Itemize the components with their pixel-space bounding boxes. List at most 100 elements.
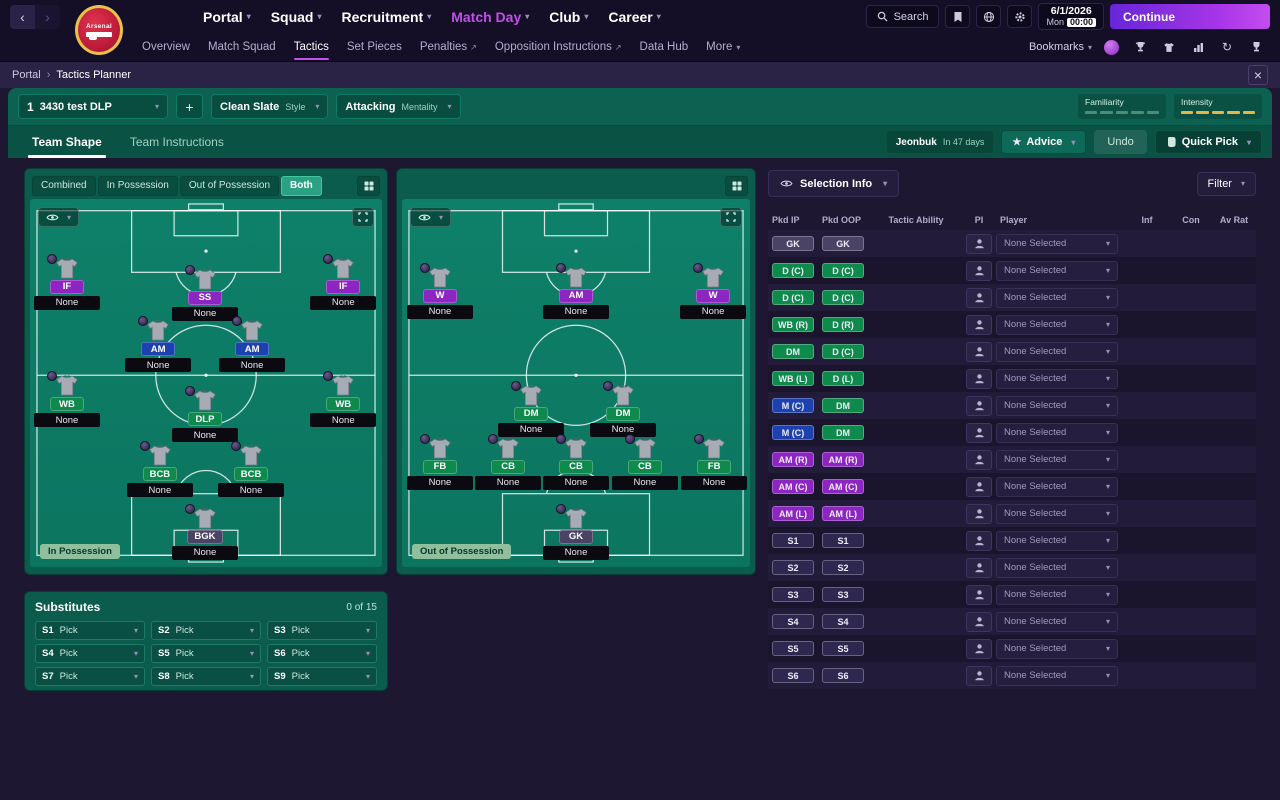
column-header-con[interactable]: Con xyxy=(1182,215,1200,225)
pitch-position-if[interactable]: IF None xyxy=(307,253,379,310)
undo-button[interactable]: Undo xyxy=(1094,130,1147,154)
segment-in-possession[interactable]: In Possession xyxy=(97,175,178,196)
player-select-dropdown[interactable]: None Selected ▾ xyxy=(996,233,1118,254)
tab-team-shape[interactable]: Team Shape xyxy=(18,126,116,158)
pitch-position-fb[interactable]: FB None xyxy=(678,433,750,490)
nav-match-day[interactable]: Match Day ▾ xyxy=(442,0,538,33)
pitch-display-options-icon[interactable] xyxy=(357,175,380,196)
search-button[interactable]: Search xyxy=(865,5,940,28)
club-crest[interactable]: Arsenal xyxy=(74,3,124,57)
pitch-position-wb[interactable]: WB None xyxy=(31,371,103,428)
substitute-slot-s8[interactable]: S8 Pick ▾ xyxy=(151,667,261,686)
pitch-position-dlp[interactable]: DLP None xyxy=(169,386,241,443)
substitute-slot-s4[interactable]: S4 Pick ▾ xyxy=(35,644,145,663)
subnav-more[interactable]: More ▾ xyxy=(698,33,748,62)
mentality-dropdown[interactable]: Attacking Mentality ▾ xyxy=(336,94,461,119)
kit-icon[interactable] xyxy=(1159,37,1179,57)
player-select-dropdown[interactable]: None Selected ▾ xyxy=(996,314,1118,335)
player-select-dropdown[interactable]: None Selected ▾ xyxy=(996,341,1118,362)
column-header-pi[interactable]: PI xyxy=(974,215,984,225)
player-select-dropdown[interactable]: None Selected ▾ xyxy=(996,530,1118,551)
next-match-info[interactable]: Jeonbuk In 47 days xyxy=(886,131,994,153)
pitch-position-bcb[interactable]: BCB None xyxy=(215,441,287,498)
nav-career[interactable]: Career ▾ xyxy=(599,0,669,33)
player-instructions-button[interactable] xyxy=(966,503,992,524)
player-instructions-button[interactable] xyxy=(966,449,992,470)
player-instructions-button[interactable] xyxy=(966,665,992,686)
back-button[interactable]: ‹ xyxy=(10,4,35,29)
world-icon[interactable] xyxy=(976,5,1002,28)
player-instructions-button[interactable] xyxy=(966,422,992,443)
column-header-inf[interactable]: Inf xyxy=(1141,215,1153,225)
player-select-dropdown[interactable]: None Selected ▾ xyxy=(996,611,1118,632)
segment-combined[interactable]: Combined xyxy=(32,175,96,196)
nav-squad[interactable]: Squad ▾ xyxy=(262,0,331,33)
player-select-dropdown[interactable]: None Selected ▾ xyxy=(996,395,1118,416)
player-instructions-button[interactable] xyxy=(966,233,992,254)
player-select-dropdown[interactable]: None Selected ▾ xyxy=(996,422,1118,443)
pitch-position-dm[interactable]: DM None xyxy=(495,380,567,437)
player-instructions-button[interactable] xyxy=(966,395,992,416)
player-select-dropdown[interactable]: None Selected ▾ xyxy=(996,260,1118,281)
pitch-position-cb[interactable]: CB None xyxy=(540,433,612,490)
pitch-position-w[interactable]: W None xyxy=(404,262,476,319)
breadcrumb-root[interactable]: Portal xyxy=(12,69,41,81)
nav-portal[interactable]: Portal ▾ xyxy=(194,0,260,33)
player-instructions-button[interactable] xyxy=(966,611,992,632)
pitch-position-ss[interactable]: SS None xyxy=(169,264,241,321)
pitch-position-bcb[interactable]: BCB None xyxy=(124,441,196,498)
pitch-position-am[interactable]: AM None xyxy=(540,262,612,319)
subnav-penalties[interactable]: Penalties ↗ xyxy=(412,33,485,62)
subnav-set-pieces[interactable]: Set Pieces xyxy=(339,33,410,62)
bookmark-flag-icon[interactable] xyxy=(945,5,971,28)
pitch-display-options-icon[interactable] xyxy=(725,175,748,196)
player-select-dropdown[interactable]: None Selected ▾ xyxy=(996,584,1118,605)
subnav-data-hub[interactable]: Data Hub xyxy=(632,33,697,62)
player-instructions-button[interactable] xyxy=(966,260,992,281)
player-instructions-button[interactable] xyxy=(966,476,992,497)
pitch-position-cb[interactable]: CB None xyxy=(472,433,544,490)
pitch-position-gk[interactable]: GK None xyxy=(540,503,612,560)
substitute-slot-s3[interactable]: S3 Pick ▾ xyxy=(267,621,377,640)
pitch-position-wb[interactable]: WB None xyxy=(307,371,379,428)
player-instructions-button[interactable] xyxy=(966,341,992,362)
segment-out-of-possession[interactable]: Out of Possession xyxy=(179,175,280,196)
profile-circle-icon[interactable] xyxy=(1101,37,1121,57)
player-instructions-button[interactable] xyxy=(966,530,992,551)
player-instructions-button[interactable] xyxy=(966,638,992,659)
substitute-slot-s1[interactable]: S1 Pick ▾ xyxy=(35,621,145,640)
column-header-tactic-ability[interactable]: Tactic Ability xyxy=(888,215,944,225)
advice-button[interactable]: ★ Advice ▾ xyxy=(1001,130,1087,154)
player-instructions-button[interactable] xyxy=(966,314,992,335)
view-options-dropdown[interactable]: ▾ xyxy=(38,207,80,227)
substitute-slot-s2[interactable]: S2 Pick ▾ xyxy=(151,621,261,640)
pitch-position-bgk[interactable]: BGK None xyxy=(169,503,241,560)
subnav-tactics[interactable]: Tactics xyxy=(286,33,337,62)
stats-icon[interactable] xyxy=(1188,37,1208,57)
quick-pick-button[interactable]: Quick Pick ▾ xyxy=(1154,130,1262,154)
subnav-match-squad[interactable]: Match Squad xyxy=(200,33,284,62)
player-select-dropdown[interactable]: None Selected ▾ xyxy=(996,368,1118,389)
player-select-dropdown[interactable]: None Selected ▾ xyxy=(996,287,1118,308)
pitch-position-dm[interactable]: DM None xyxy=(587,380,659,437)
subnav-overview[interactable]: Overview xyxy=(134,33,198,62)
substitute-slot-s5[interactable]: S5 Pick ▾ xyxy=(151,644,261,663)
substitute-slot-s6[interactable]: S6 Pick ▾ xyxy=(267,644,377,663)
tactic-selector-dropdown[interactable]: 1 3430 test DLP ▾ xyxy=(18,94,168,119)
substitute-slot-s9[interactable]: S9 Pick ▾ xyxy=(267,667,377,686)
subnav-opposition-instructions[interactable]: Opposition Instructions ↗ xyxy=(487,33,630,62)
player-select-dropdown[interactable]: None Selected ▾ xyxy=(996,476,1118,497)
filter-dropdown[interactable]: Filter ▾ xyxy=(1196,171,1256,196)
out-of-possession-pitch[interactable]: ▾ Out of Possession W None AM None W None DM No… xyxy=(402,199,750,567)
style-dropdown[interactable]: Clean Slate Style ▾ xyxy=(211,94,329,119)
pitch-position-fb[interactable]: FB None xyxy=(404,433,476,490)
column-header-player[interactable]: Player xyxy=(1000,215,1028,225)
expand-pitch-icon[interactable] xyxy=(720,207,742,227)
column-header-pkd-ip[interactable]: Pkd IP xyxy=(772,215,800,225)
player-select-dropdown[interactable]: None Selected ▾ xyxy=(996,503,1118,524)
pitch-position-if[interactable]: IF None xyxy=(31,253,103,310)
player-instructions-button[interactable] xyxy=(966,368,992,389)
player-instructions-button[interactable] xyxy=(966,287,992,308)
substitute-slot-s7[interactable]: S7 Pick ▾ xyxy=(35,667,145,686)
close-icon[interactable]: × xyxy=(1248,65,1268,85)
